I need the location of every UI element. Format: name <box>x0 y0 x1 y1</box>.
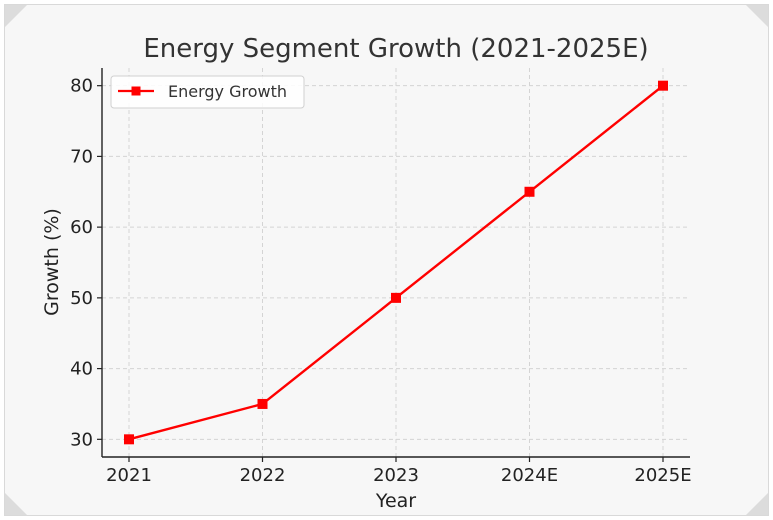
chart-title: Energy Segment Growth (2021-2025E) <box>143 34 648 64</box>
corner-fold <box>746 493 768 515</box>
legend-box <box>110 75 305 109</box>
data-point-marker <box>524 186 535 197</box>
legend-marker <box>131 86 141 96</box>
data-point-marker <box>391 292 401 303</box>
corner-fold <box>746 5 768 27</box>
y-axis-label: Growth (%) <box>41 208 63 316</box>
y-tick-label: 40 <box>70 359 93 380</box>
y-tick-label: 30 <box>70 429 93 450</box>
x-tick-label: 2024E <box>501 465 558 486</box>
y-tick-label: 50 <box>70 288 93 309</box>
y-ticks: 30 40 50 60 70 80 <box>70 76 102 450</box>
x-tick-label: 2022 <box>240 465 286 486</box>
grid <box>102 68 690 457</box>
x-tick-label: 2023 <box>373 465 419 486</box>
data-point-marker <box>658 80 668 91</box>
data-point-marker <box>257 398 268 409</box>
data-point-marker <box>124 434 134 445</box>
corner-fold <box>5 493 27 515</box>
y-tick-label: 70 <box>70 146 93 167</box>
y-tick-label: 80 <box>70 76 93 97</box>
legend: Energy Growth <box>110 75 305 109</box>
legend-label: Energy Growth <box>168 82 287 101</box>
x-tick-label: 2025E <box>634 465 691 486</box>
corner-fold <box>5 5 27 27</box>
y-tick-label: 60 <box>70 217 93 238</box>
series-group <box>124 80 668 445</box>
x-ticks: 2021 2022 2023 2024E 2025E <box>106 457 692 486</box>
x-axis-label: Year <box>375 490 416 512</box>
x-tick-label: 2021 <box>106 465 152 486</box>
